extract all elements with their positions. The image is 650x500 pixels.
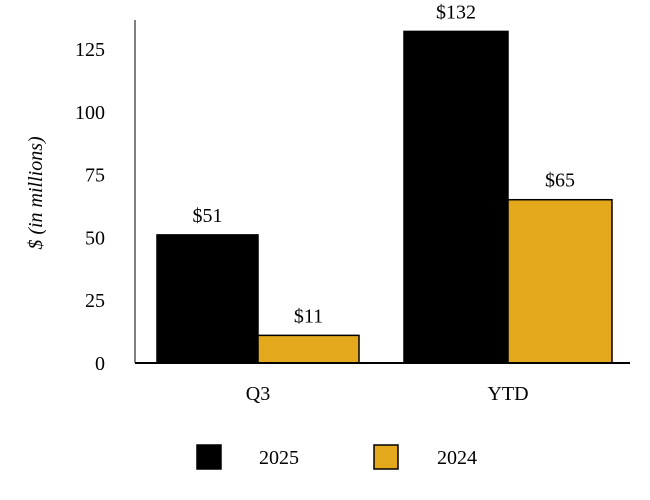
x-tick-label-Q3: Q3 <box>246 383 270 405</box>
y-tick-label: 100 <box>75 102 105 124</box>
y-tick-label: 125 <box>75 39 105 61</box>
y-axis-title: $ (in millions) <box>25 136 47 250</box>
data-label-2025-YTD: $132 <box>436 1 476 23</box>
legend-label-2024: 2024 <box>437 447 477 469</box>
y-tick-label: 25 <box>85 290 105 312</box>
y-tick-label: 75 <box>85 165 105 187</box>
legend-label-2025: 2025 <box>259 447 299 469</box>
data-label-2024-Q3: $11 <box>294 305 323 327</box>
legend-swatch-2025 <box>196 444 222 470</box>
bar-2024-YTD <box>507 198 613 364</box>
y-tick-label: 0 <box>95 353 105 375</box>
x-tick-label-YTD: YTD <box>487 383 528 405</box>
bar-2025-Q3 <box>156 234 259 364</box>
data-label-2024-YTD: $65 <box>545 170 575 192</box>
bar-2025-YTD <box>403 30 509 364</box>
x-axis-ticks: Q3 YTD <box>246 383 529 405</box>
legend-swatch-2024 <box>373 444 399 470</box>
y-axis-ticks: 0 25 50 75 100 125 <box>75 39 105 375</box>
bar-2024-Q3 <box>257 334 360 364</box>
bars <box>156 30 613 364</box>
data-labels: $51 $11 $132 $65 <box>193 1 576 327</box>
legend: 2025 2024 <box>196 444 477 470</box>
data-label-2025-Q3: $51 <box>193 205 223 227</box>
y-tick-label: 50 <box>85 227 105 249</box>
